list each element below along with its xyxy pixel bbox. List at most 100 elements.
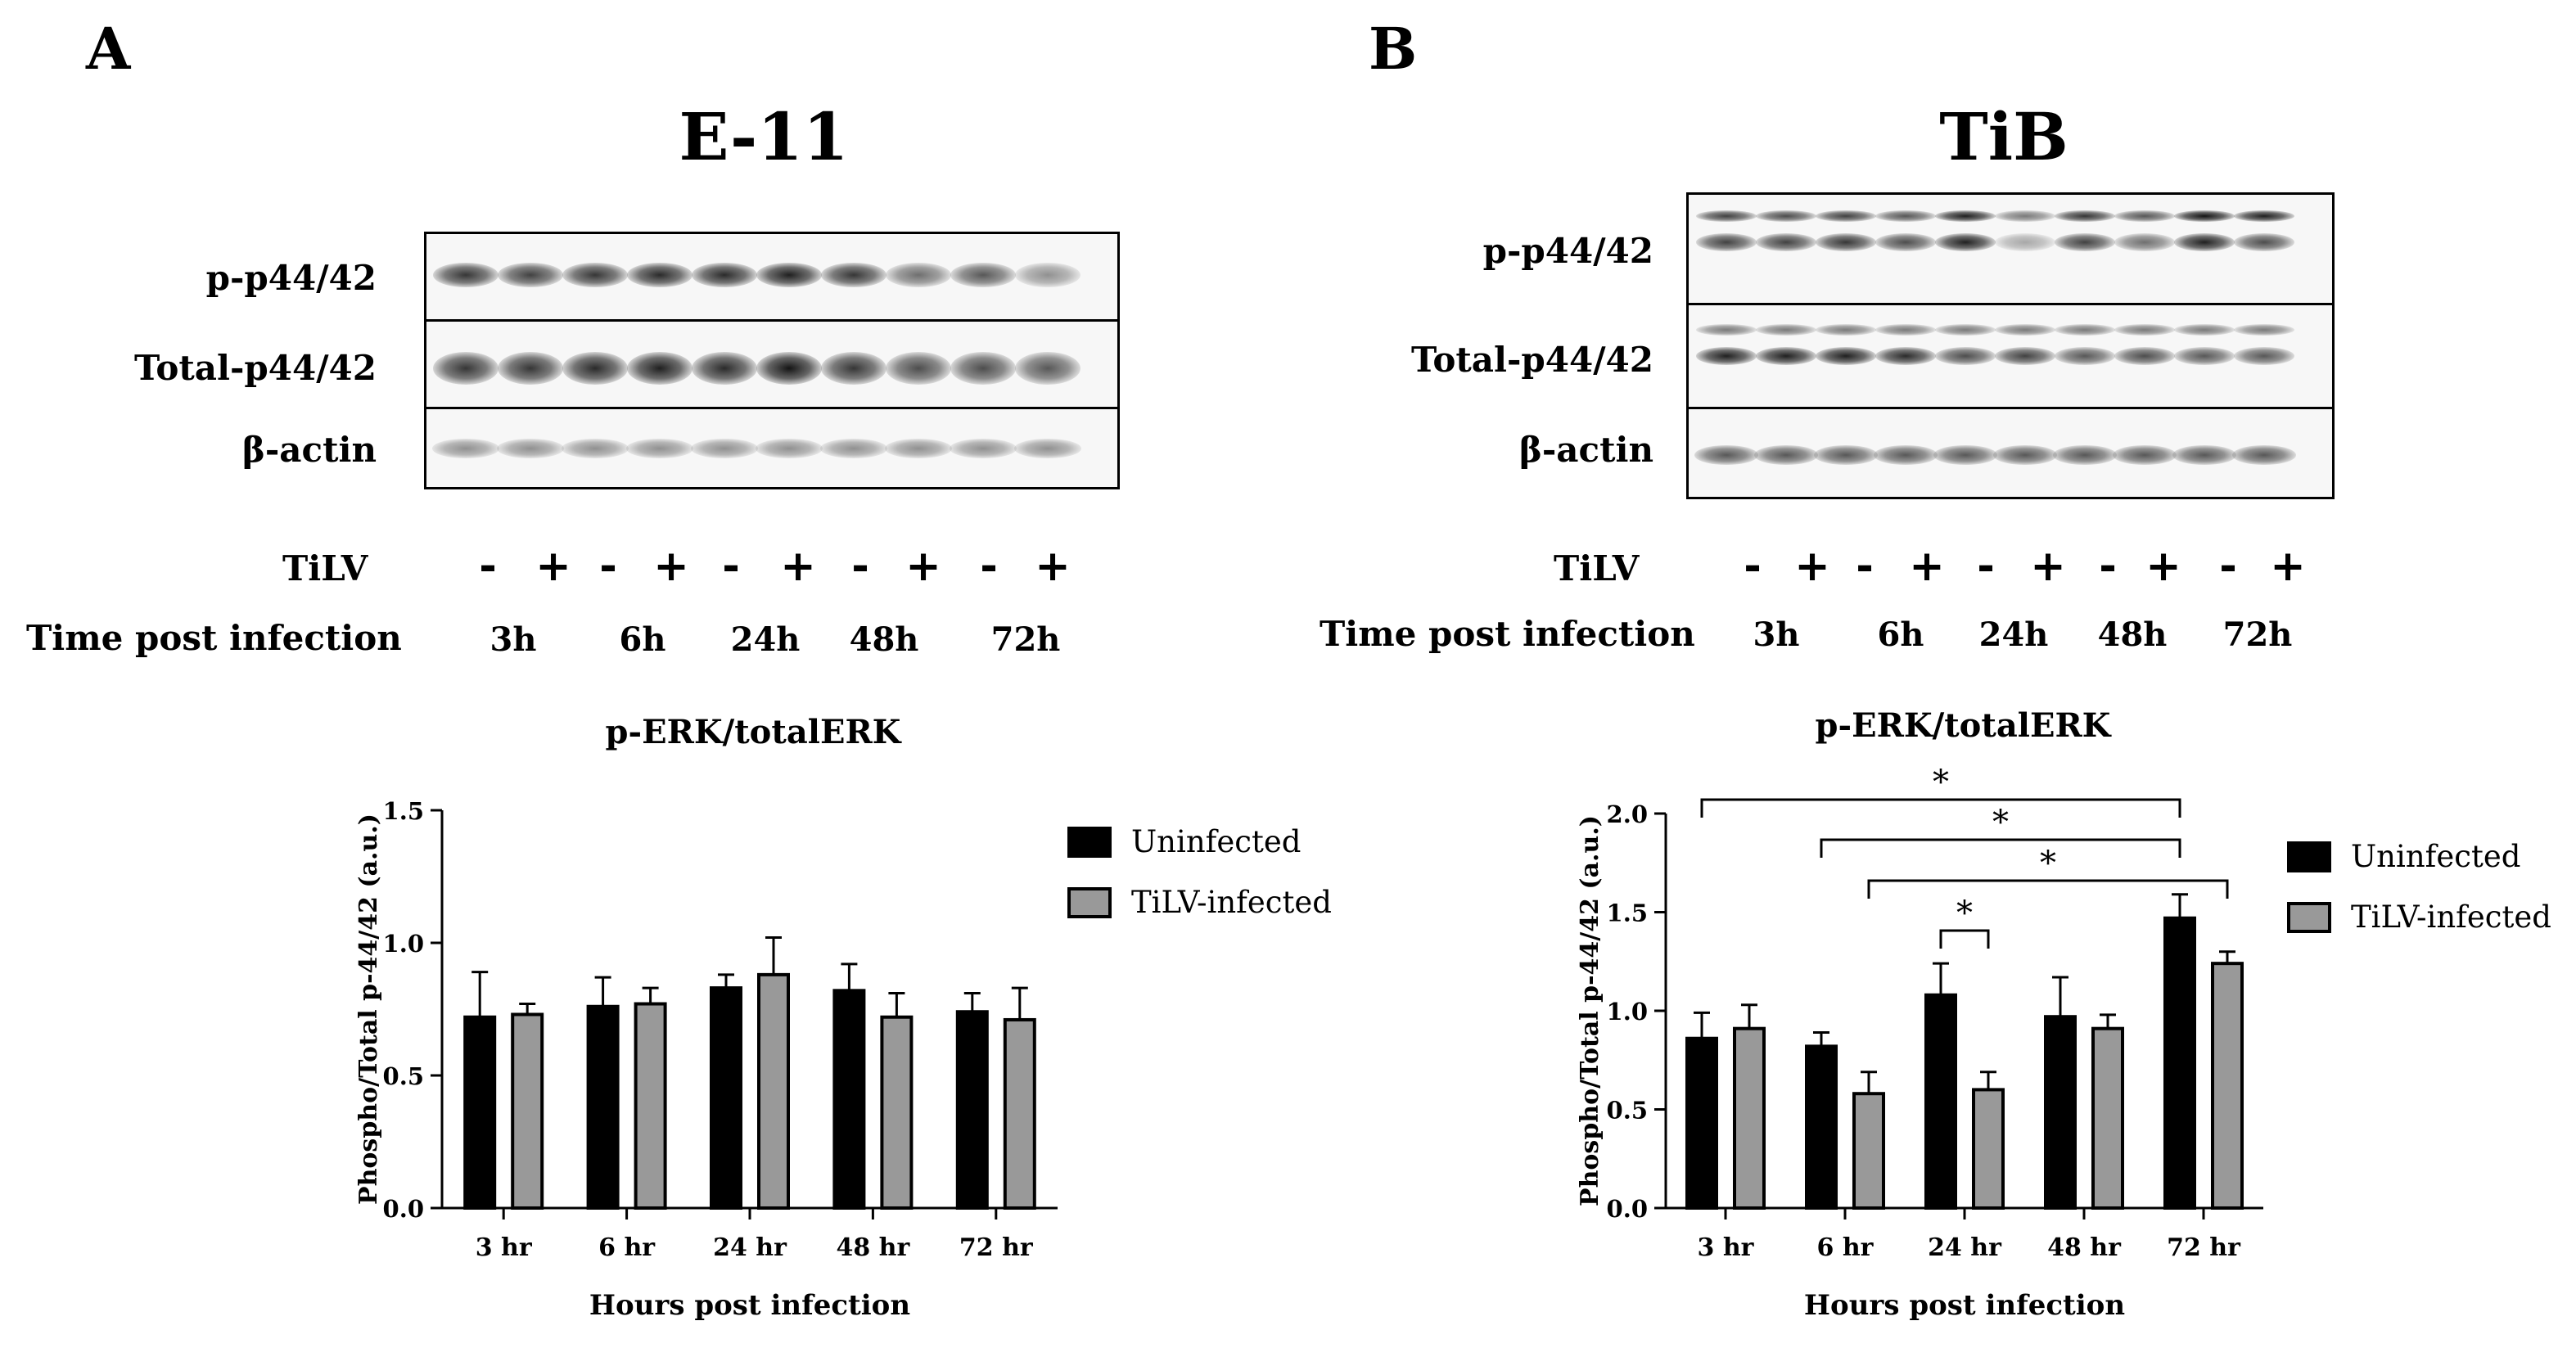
blot-band (885, 439, 952, 458)
panel-a-letter: A (86, 15, 131, 83)
blot-band (1995, 233, 2055, 251)
blot-band (1995, 324, 2055, 336)
panel-b-bar-chart: p-ERK/totalERK 0.0 0.5 1.0 1.5 2.0Phospho/Tot… (1576, 706, 2551, 1322)
panel-b-blot-strip-actin (1689, 409, 2332, 497)
blot-band (756, 352, 822, 385)
tilv-sign: + (780, 542, 816, 591)
blot-band (820, 439, 887, 458)
bar-tilv-infected (2091, 1026, 2124, 1210)
blot-band (2114, 210, 2175, 222)
panel-a-bar-chart: p-ERK/totalERK 0.0 0.5 1.0 1.5Phospho/Total … (354, 713, 1332, 1322)
tilv-sign: - (479, 542, 497, 591)
tilv-sign: - (2099, 542, 2117, 591)
legend-swatch-tilv-infected (1067, 887, 1112, 918)
bar-uninfected (1805, 1044, 1838, 1210)
blot-band (1875, 347, 1936, 365)
blot-band (756, 439, 823, 458)
x-tick-label: 48 hr (836, 1233, 910, 1262)
blot-band (433, 352, 499, 385)
bar-uninfected (1924, 993, 1957, 1210)
blot-band (2055, 210, 2115, 222)
blot-band (498, 263, 563, 287)
blot-band (2234, 210, 2294, 222)
tilv-sign: + (1794, 542, 1830, 591)
bar-uninfected (2163, 916, 2196, 1210)
blot-band (2055, 233, 2115, 251)
blot-band (2174, 347, 2235, 365)
bar-tilv-infected (1972, 1088, 2005, 1210)
time-point-label: 3h (1753, 615, 1800, 654)
panel-a-time-label: Time post infection (26, 618, 402, 658)
tilv-sign: - (851, 542, 869, 591)
tilv-sign: + (653, 542, 689, 591)
significance-bracket (1939, 929, 1990, 949)
tilv-sign: + (2270, 542, 2306, 591)
blot-band (1875, 324, 1936, 336)
blot-band (1995, 347, 2055, 365)
time-point-label: 6h (1877, 615, 1924, 654)
tilv-sign: - (722, 542, 740, 591)
blot-band (432, 439, 499, 458)
time-point-label: 24h (1978, 615, 2049, 654)
blot-band (627, 352, 692, 385)
panel-a-blot-title: E-11 (679, 98, 849, 175)
blot-band (2232, 445, 2296, 465)
x-tick-label: 3 hr (1698, 1233, 1755, 1262)
panel-a-western-blot (424, 232, 1120, 489)
legend-label-tilv-infected: TiLV-infected (2351, 899, 2551, 935)
chart-title: p-ERK/totalERK (606, 713, 902, 751)
time-point-label: 48h (2097, 615, 2168, 654)
blot-band (2234, 233, 2294, 251)
panel-a-blot-strip-actin (426, 409, 1117, 487)
y-tick-label: 0.5 (1607, 1097, 1648, 1125)
blot-band (1935, 210, 1996, 222)
blot-band (562, 439, 629, 458)
bar-uninfected (1685, 1036, 1718, 1210)
significance-star: * (1956, 895, 1973, 932)
x-axis-label: Hours post infection (1804, 1289, 2125, 1322)
blot-band (950, 439, 1017, 458)
tilv-sign: + (1035, 542, 1071, 591)
panel-a-blot-strip-total (426, 322, 1117, 409)
blot-band (1816, 324, 1876, 336)
tilv-sign: - (599, 542, 617, 591)
tilv-sign: + (535, 542, 571, 591)
blot-band (1816, 233, 1876, 251)
panel-b-time-label: Time post infection (1320, 614, 1695, 654)
panel-b-blot-strip-pp44 (1689, 195, 2332, 305)
panel-b-letter: B (1369, 15, 1418, 83)
blot-band (1756, 210, 1816, 222)
tilv-sign: - (2219, 542, 2237, 591)
x-tick-label: 48 hr (2047, 1233, 2122, 1262)
bar-tilv-infected (757, 972, 790, 1210)
blot-band (2174, 233, 2235, 251)
tilv-sign: + (1909, 542, 1945, 591)
bar-uninfected (2044, 1015, 2077, 1210)
blot-band (1933, 445, 1997, 465)
panel-a-row-label-total: Total-p44/42 (133, 348, 377, 388)
x-tick-label: 6 hr (1817, 1233, 1874, 1262)
blot-band (2053, 445, 2117, 465)
x-tick-label: 24 hr (1928, 1233, 2002, 1262)
bar-tilv-infected (1003, 1017, 1036, 1210)
time-point-label: 48h (849, 620, 919, 659)
blot-band (1814, 445, 1878, 465)
blot-band (2055, 324, 2115, 336)
blot-band (1015, 352, 1080, 385)
y-axis-label: Phospho/Total p-44/42 (a.u.) (1576, 815, 1604, 1206)
blot-band (2114, 347, 2175, 365)
y-tick-label: 1.0 (383, 930, 424, 958)
blot-band (886, 263, 951, 287)
blot-band (1694, 445, 1758, 465)
blot-band (1995, 210, 2055, 222)
blot-band (562, 263, 628, 287)
legend-swatch-uninfected (1067, 827, 1112, 858)
panel-a-tilv-label: TiLV (282, 548, 368, 588)
legend-label-uninfected: Uninfected (1131, 824, 1301, 859)
bar-uninfected (463, 1015, 497, 1210)
panel-a-row-label-actin: β-actin (241, 430, 377, 470)
blot-band (1015, 263, 1080, 287)
time-point-label: 24h (730, 620, 801, 659)
panel-b-tilv-label: TiLV (1554, 548, 1640, 588)
blot-band (2172, 445, 2236, 465)
